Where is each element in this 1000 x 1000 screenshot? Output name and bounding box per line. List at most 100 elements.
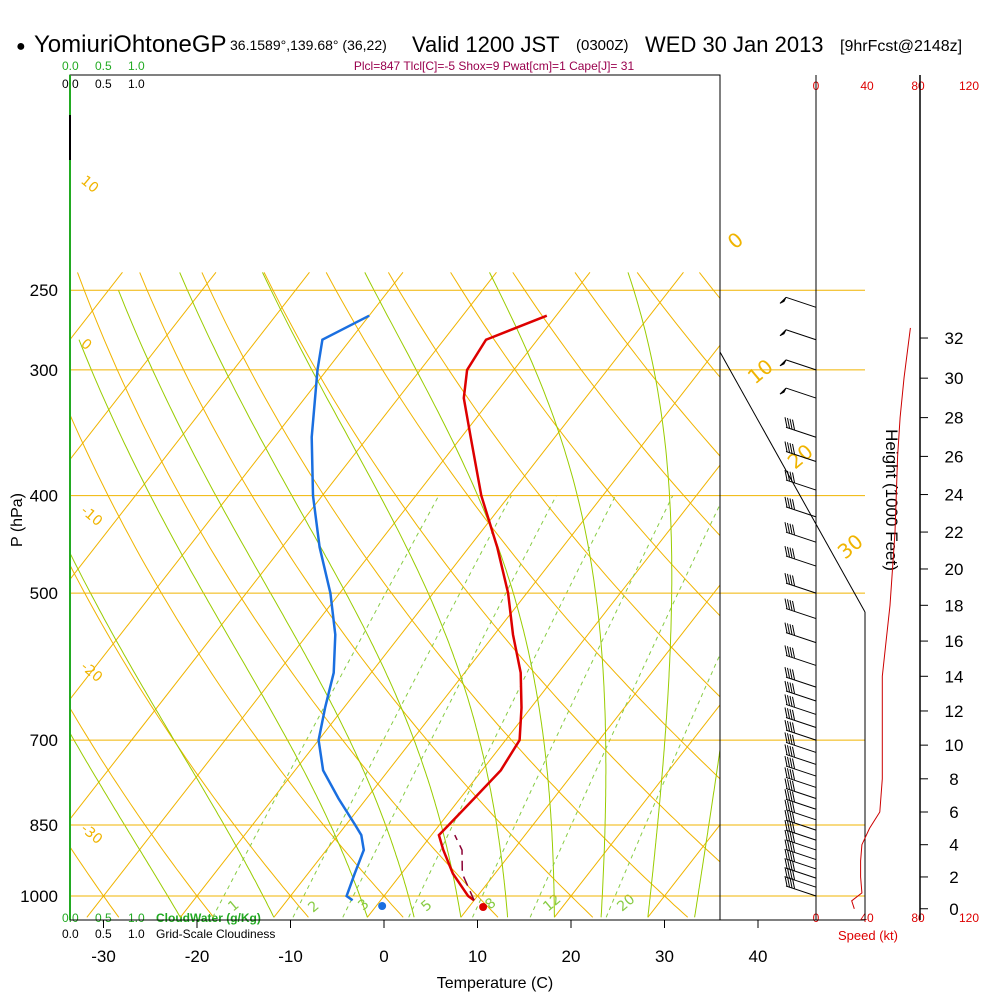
moist-adiabat [78, 339, 368, 918]
header-bullet: ● [16, 38, 26, 55]
wind-barb-feather [789, 768, 793, 780]
wind-barb [784, 820, 817, 841]
dry-adiabat [139, 272, 594, 918]
wind-barb-staff [785, 555, 817, 567]
wind-barb-staff [785, 296, 817, 308]
wind-barb-staff [785, 858, 817, 870]
isotherm-line [70, 272, 217, 461]
wind-barb-feather [784, 744, 788, 755]
isotherm-line [928, 272, 1000, 917]
wind-barb-feather [784, 829, 788, 841]
isotherm-group [0, 272, 1000, 918]
pressure-tick-label: 1000 [20, 887, 58, 906]
moist-adiabat [70, 551, 275, 918]
wind-barb [784, 645, 817, 666]
wind-barb-feather [792, 696, 795, 707]
wind-barb-feather [789, 757, 793, 768]
wind-barb-staff [785, 329, 817, 341]
wind-barb-staff [785, 798, 817, 810]
axis-ticks: -30 -20 -10 0 10 20 30 400246810121416182022242… [91, 329, 963, 966]
wind-barb-feather [789, 624, 793, 635]
mixing-ratio-label: 12 [540, 891, 564, 915]
wind-barb [784, 809, 817, 831]
x-tick-label: 20 [562, 947, 581, 966]
wind-barb [779, 329, 817, 341]
wind-barb-feather [784, 667, 788, 678]
wind-barb-feather [789, 841, 793, 852]
valid-date: WED 30 Jan 2013 [645, 32, 824, 57]
wind-barb-feather [789, 831, 793, 842]
wind-barb-feather [784, 732, 788, 743]
wind-barb-staff [785, 876, 817, 888]
wind-barb-pennant [779, 329, 787, 337]
wind-barb-feather [787, 497, 790, 508]
dry-adiabat-label: -20 [77, 659, 105, 686]
moist-adiabat [627, 272, 673, 918]
temperature-profile [437, 314, 548, 902]
wind-barb-feather [792, 624, 795, 636]
wind-barb-feather [784, 858, 788, 869]
top-cloudiness-tick-2: 1.0 [128, 77, 145, 91]
pressure-tick-label: 850 [30, 816, 58, 835]
wind-speed-line [851, 327, 911, 909]
wind-barb-feather [784, 522, 788, 533]
x-tick-label: -20 [185, 947, 210, 966]
wind-barb [779, 359, 817, 371]
dry-adiabat-label: 0 [77, 336, 94, 354]
wind-barb-staff [785, 654, 817, 666]
parcel-profile [454, 834, 475, 901]
moist-adiabat [694, 746, 720, 918]
wind-barb-feather [787, 800, 790, 811]
stability-indices: Plcl=847 Tlcl[C]=-5 Shox=9 Pwat[cm]=1 Ca… [354, 59, 635, 73]
wind-barb-staff [785, 716, 817, 728]
wind-barb-staff [785, 506, 817, 518]
wind-barb-feather [792, 683, 795, 694]
wind-barb-feather [787, 876, 790, 887]
bottom-cloudwater-tick-1: 0.5 [95, 911, 112, 925]
height-tick-label: 24 [945, 486, 964, 505]
wind-barb-staff [785, 632, 817, 644]
speed-tick-top-40: 40 [860, 79, 874, 93]
wind-barb-feather [784, 622, 788, 633]
profile-clip [310, 314, 548, 902]
wind-barb-feather [792, 860, 795, 871]
wind-barb-feather [792, 709, 795, 720]
wind-barb-feather [787, 667, 790, 678]
wind-barb-feather [792, 841, 795, 853]
wind-barb-feather [792, 851, 795, 862]
wind-barb-feather [789, 859, 793, 870]
wind-barb [784, 441, 817, 462]
wind-barb-feather [784, 598, 788, 609]
wind-barb-feather [787, 546, 790, 557]
wind-barb-feather [787, 768, 790, 779]
top-cloudwater-tick-2: 1.0 [128, 59, 145, 73]
wind-barb-feather [789, 443, 793, 454]
wind-barb-feather [787, 756, 790, 767]
wind-barb-feather [784, 799, 788, 810]
dry-adiabat [762, 272, 1000, 917]
x-tick-label: 10 [468, 947, 487, 966]
height-tick-label: 32 [945, 329, 964, 348]
wind-barb-staff [785, 359, 817, 371]
dry-adiabat [70, 846, 120, 918]
wind-barb-feather [792, 758, 795, 769]
pressure-tick-label: 500 [30, 584, 58, 603]
wind-barb-feather [784, 545, 788, 557]
wind-barb-feather [784, 707, 788, 718]
wind-barb-feather [787, 849, 790, 860]
wind-barb-feather [784, 441, 788, 452]
x-tick-label: 40 [749, 947, 768, 966]
speed-tick-top-120: 120 [959, 79, 979, 93]
moist-adiabat [364, 272, 555, 918]
valid-time: Valid 1200 JST [412, 32, 560, 57]
wind-barb-feather [787, 599, 790, 610]
wind-barb [784, 767, 817, 788]
dry-adiabat [0, 272, 24, 917]
top-cloudwater-tick-1: 0.5 [95, 59, 112, 73]
top-cloudwater-tick-0: 0.0 [62, 59, 79, 73]
wind-barb-feather [789, 877, 793, 888]
wind-barb-staff [785, 582, 817, 594]
wind-barb [784, 707, 817, 728]
x-tick-label: 0 [379, 947, 388, 966]
wind-barb [784, 522, 817, 543]
